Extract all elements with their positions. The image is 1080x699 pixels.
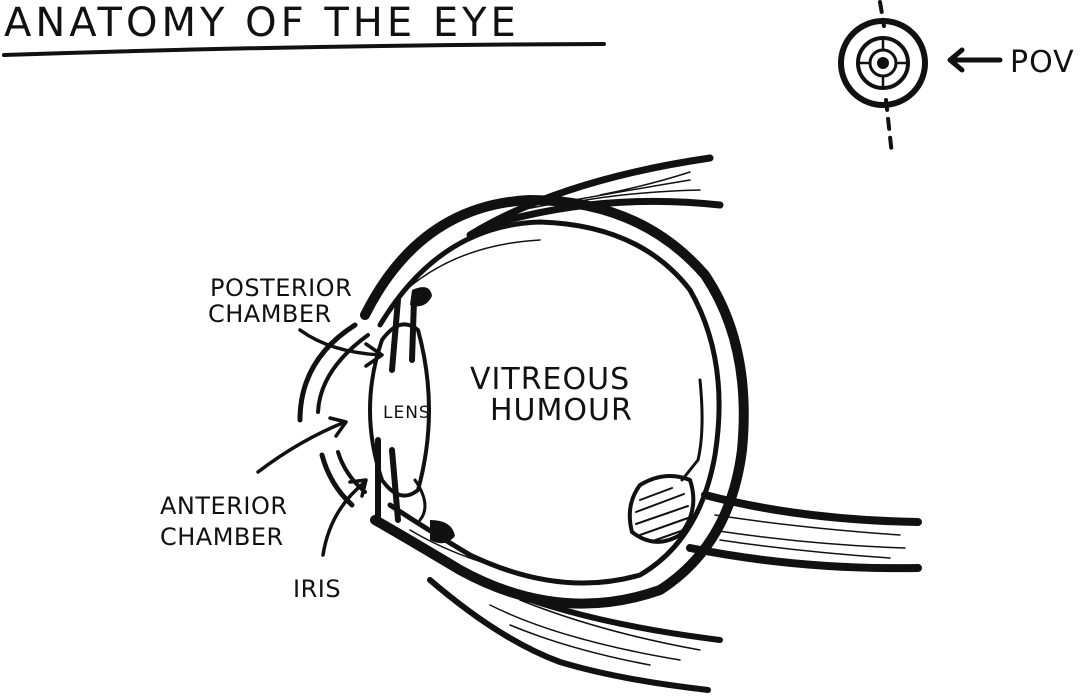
diagram-title: ANATOMY OF THE EYE	[4, 0, 520, 46]
pov-arrow	[947, 47, 1003, 73]
posterior-chamber-label-line1: POSTERIOR	[210, 274, 352, 302]
optic-nerve	[627, 474, 922, 573]
posterior-chamber-arrow	[298, 328, 384, 368]
eyeball	[360, 195, 749, 609]
iris-arrow	[321, 478, 368, 557]
lens	[368, 322, 431, 522]
lower-muscle	[427, 572, 723, 693]
pov-iris-ticks	[856, 36, 910, 90]
pov-axis-bottom	[884, 98, 894, 157]
pov-pupil	[877, 57, 889, 69]
iris-label: IRIS	[293, 575, 341, 603]
iris-structure	[375, 287, 455, 544]
title-underline	[2, 42, 606, 57]
vitreous-label-line2: HUMOUR	[490, 393, 633, 428]
anterior-chamber-label-line2: CHAMBER	[160, 523, 284, 551]
pov-label: POV	[1010, 45, 1075, 80]
anterior-chamber-arrow	[256, 416, 348, 474]
posterior-chamber-label-line2: CHAMBER	[208, 300, 332, 328]
eye-front-icon	[838, 0, 928, 157]
anterior-chamber-label-line1: ANTERIOR	[160, 492, 288, 520]
cornea	[297, 322, 370, 508]
pov-eyeball-outline	[838, 18, 928, 108]
lens-label: LENS	[383, 403, 431, 423]
vitreous-label-line1: VITREOUS	[470, 362, 630, 397]
